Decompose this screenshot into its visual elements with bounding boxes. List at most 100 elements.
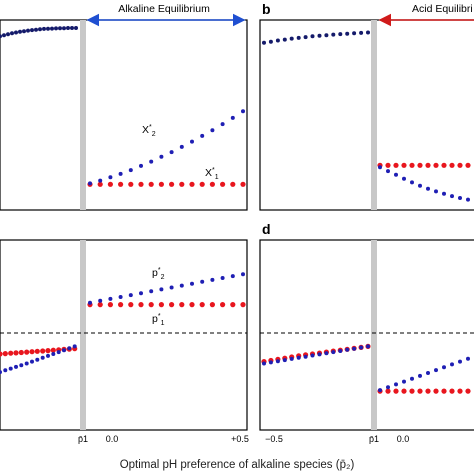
point-d-red-right-4 xyxy=(409,388,415,394)
point-b-X2-2 xyxy=(394,172,398,177)
point-a-X2-15 xyxy=(241,109,245,114)
point-a-X1-11 xyxy=(199,181,205,187)
point-c-blue-left-8 xyxy=(40,355,45,360)
point-c-p2-8 xyxy=(169,285,174,290)
point-c-red-left-3 xyxy=(13,350,19,356)
panel-letter-b: b xyxy=(262,1,271,17)
point-b-left-3 xyxy=(282,37,287,42)
point-b-X1-2 xyxy=(393,162,399,168)
x-axis-label: Optimal pH preference of alkaline specie… xyxy=(120,459,355,471)
point-c-p2-13 xyxy=(220,276,225,280)
point-b-X1-11 xyxy=(465,162,471,168)
point-d-blue-right-7 xyxy=(434,368,438,373)
point-a-left-3 xyxy=(10,31,14,36)
point-b-left-15 xyxy=(366,30,370,35)
point-d-red-right-2 xyxy=(393,388,399,394)
point-c-p2-2 xyxy=(108,296,113,301)
point-d-red-right-3 xyxy=(401,388,407,394)
point-c-p2-0 xyxy=(88,300,92,305)
point-d-blue-left-1 xyxy=(268,360,273,365)
point-a-X1-6 xyxy=(148,181,154,187)
point-b-left-4 xyxy=(289,36,294,41)
point-b-left-8 xyxy=(317,33,322,38)
annotation-x1: X*1 xyxy=(205,167,219,181)
point-d-blue-left-13 xyxy=(352,346,357,351)
point-c-p1-3 xyxy=(118,302,124,308)
point-c-p1-4 xyxy=(128,302,134,308)
point-a-X2-5 xyxy=(139,163,143,168)
point-a-X2-8 xyxy=(169,150,174,155)
point-c-blue-left-1 xyxy=(3,368,8,373)
point-c-blue-left-13 xyxy=(67,346,72,351)
point-c-red-left-4 xyxy=(18,349,24,356)
point-c-p1-5 xyxy=(138,302,144,308)
point-d-blue-right-9 xyxy=(450,362,454,367)
point-a-left-8 xyxy=(30,28,34,33)
point-c-p1-1 xyxy=(97,302,103,308)
point-b-left-14 xyxy=(359,30,364,35)
point-c-blue-left-9 xyxy=(46,353,50,358)
point-d-red-right-7 xyxy=(433,388,439,394)
point-d-blue-left-10 xyxy=(331,350,336,355)
point-c-blue-left-0 xyxy=(0,370,2,375)
point-a-X1-7 xyxy=(158,181,164,187)
point-c-p1-15 xyxy=(240,302,246,308)
point-d-blue-right-11 xyxy=(466,356,470,361)
point-a-X1-9 xyxy=(179,181,185,187)
point-a-X1-13 xyxy=(220,181,226,187)
point-a-left-9 xyxy=(34,27,38,32)
point-d-blue-left-14 xyxy=(359,345,364,350)
header-alkaline: Alkaline Equilibrium xyxy=(118,3,210,15)
point-d-blue-left-6 xyxy=(303,354,308,359)
point-d-red-right-9 xyxy=(449,388,455,394)
point-c-p2-1 xyxy=(98,298,103,303)
point-b-X2-4 xyxy=(410,180,414,185)
point-c-red-left-1 xyxy=(2,351,8,357)
point-c-blue-left-2 xyxy=(8,366,13,371)
point-b-X2-7 xyxy=(434,189,438,194)
point-a-X1-4 xyxy=(128,181,134,187)
panel-b-frame xyxy=(259,19,474,211)
point-c-p2-15 xyxy=(241,272,245,277)
point-d-blue-left-11 xyxy=(338,349,343,353)
point-a-X1-2 xyxy=(107,181,113,187)
point-b-X2-6 xyxy=(426,186,430,191)
point-a-left-12 xyxy=(46,26,50,31)
annotation-x2: X*2 xyxy=(142,124,156,138)
panel-a-frame xyxy=(0,19,248,211)
point-a-X2-1 xyxy=(98,178,103,183)
header-bg-a xyxy=(100,2,230,16)
point-b-X2-0 xyxy=(378,165,382,170)
point-c-blue-left-6 xyxy=(30,359,34,364)
point-c-p2-10 xyxy=(190,281,194,286)
point-c-red-left-7 xyxy=(34,348,40,354)
point-a-X2-9 xyxy=(179,144,184,149)
point-d-blue-right-2 xyxy=(394,382,398,387)
point-d-red-right-6 xyxy=(425,388,431,394)
point-d-blue-right-4 xyxy=(410,376,414,381)
point-a-left-5 xyxy=(18,29,22,34)
point-c-blue-left-10 xyxy=(51,352,56,356)
point-c-red-left-8 xyxy=(40,348,46,354)
point-a-X2-4 xyxy=(128,168,133,173)
point-c-p2-11 xyxy=(200,279,205,284)
point-d-red-right-10 xyxy=(457,388,463,394)
point-a-X2-10 xyxy=(190,139,194,144)
point-b-X1-6 xyxy=(425,162,431,168)
point-c-p1-13 xyxy=(220,302,226,308)
point-a-left-7 xyxy=(26,28,30,33)
point-b-X2-8 xyxy=(442,191,446,196)
point-b-left-10 xyxy=(331,32,336,37)
point-d-blue-left-5 xyxy=(296,355,301,360)
point-a-left-4 xyxy=(14,30,18,35)
header-acid: Acid Equilibri xyxy=(412,3,473,15)
point-c-p2-5 xyxy=(139,291,143,296)
point-a-left-11 xyxy=(42,26,46,31)
point-d-blue-left-9 xyxy=(324,351,329,356)
point-a-X2-2 xyxy=(108,175,113,180)
point-b-left-2 xyxy=(275,38,280,43)
point-a-X2-13 xyxy=(220,122,225,127)
point-c-p2-12 xyxy=(210,277,215,282)
tick-c-pbar1: p̄1 xyxy=(78,434,88,444)
point-d-blue-left-4 xyxy=(289,356,294,361)
